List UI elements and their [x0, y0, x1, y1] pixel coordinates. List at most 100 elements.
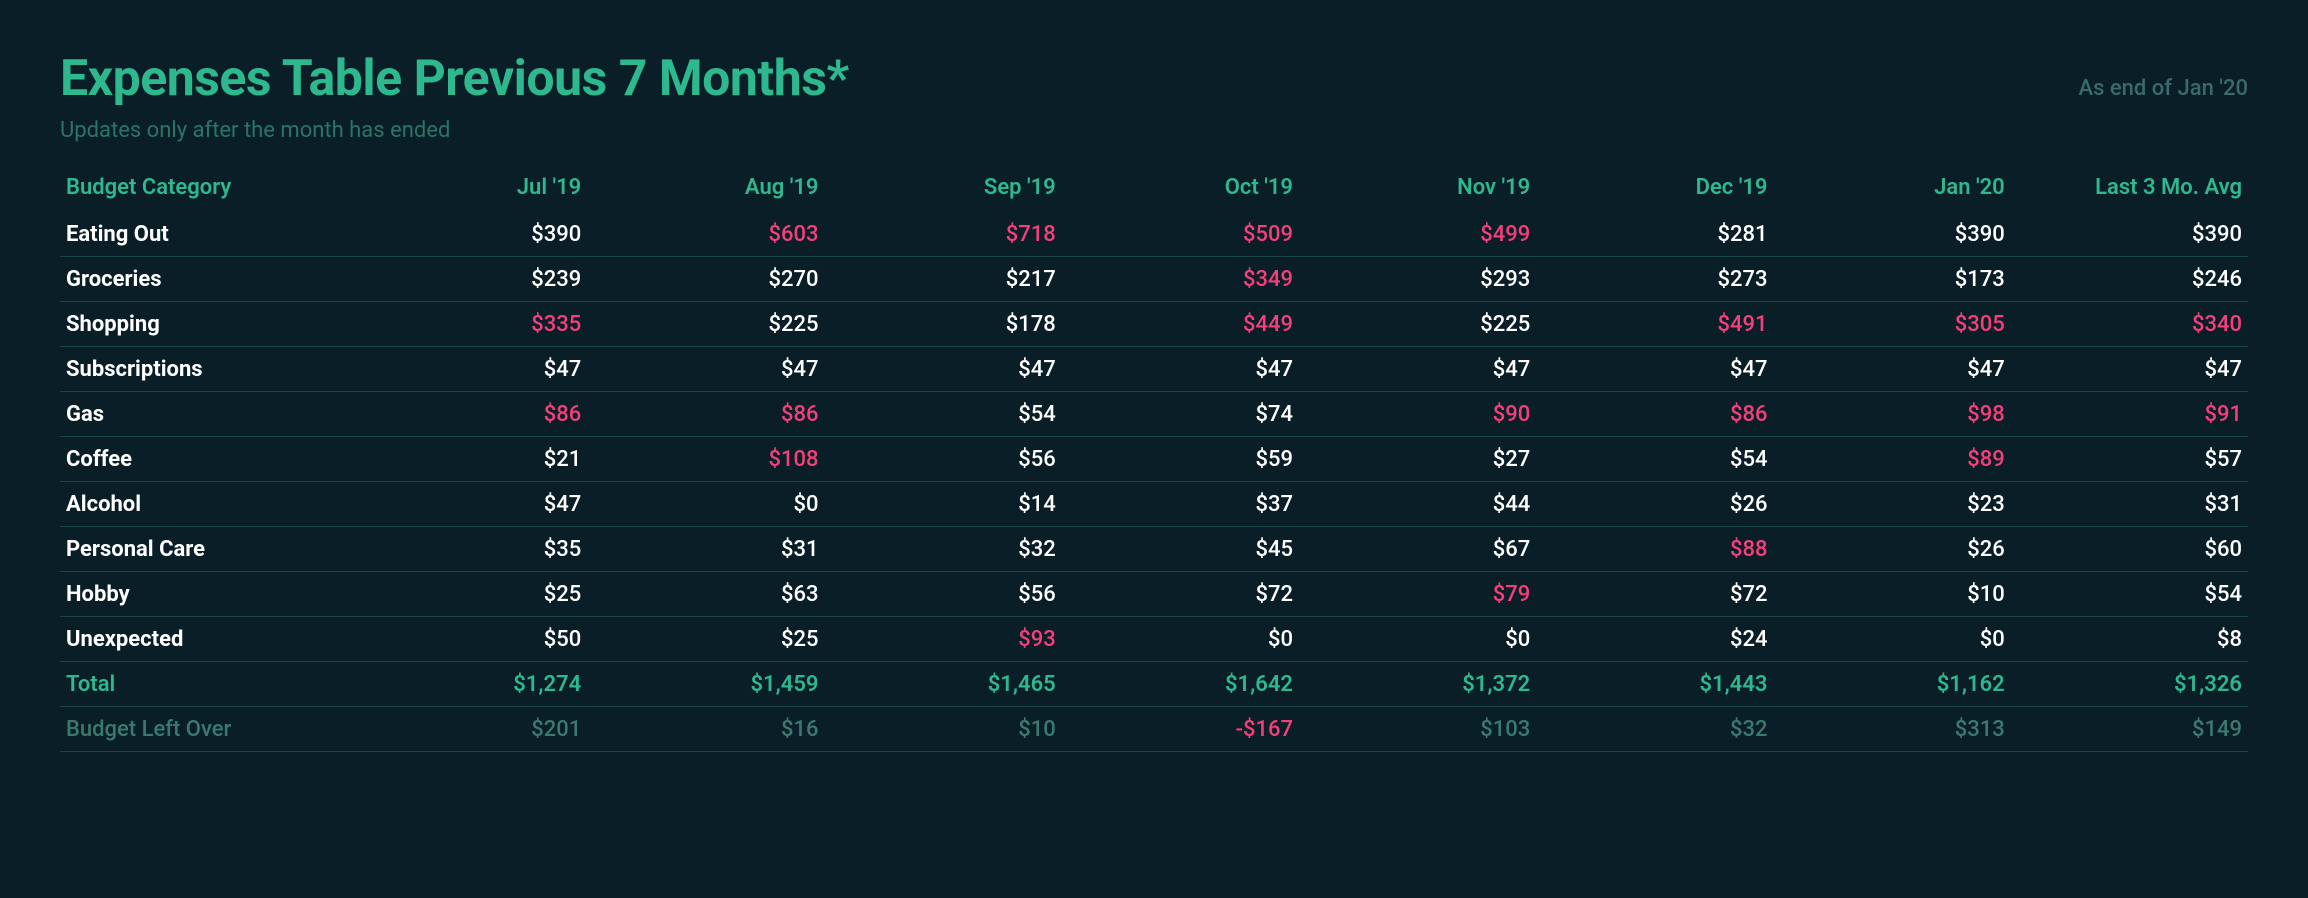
leftover-value: $16: [587, 707, 824, 752]
cell-value: $173: [1774, 257, 2011, 302]
leftover-value: $201: [350, 707, 587, 752]
cell-value: $47: [350, 482, 587, 527]
total-value: $1,274: [350, 662, 587, 707]
cell-value: $47: [1774, 347, 2011, 392]
leftover-value: $10: [825, 707, 1062, 752]
cell-value: $718: [825, 212, 1062, 257]
cell-value: $88: [1536, 527, 1773, 572]
header-row: Expenses Table Previous 7 Months* As end…: [60, 50, 2248, 108]
cell-value: $37: [1062, 482, 1299, 527]
table-body: Eating Out$390$603$718$509$499$281$390$3…: [60, 212, 2248, 752]
col-header-month: Aug '19: [587, 165, 824, 212]
cell-value: $44: [1299, 482, 1536, 527]
leftover-value: $32: [1536, 707, 1773, 752]
table-row: Coffee$21$108$56$59$27$54$89$57: [60, 437, 2248, 482]
total-value: $1,162: [1774, 662, 2011, 707]
table-row: Shopping$335$225$178$449$225$491$305$340: [60, 302, 2248, 347]
cell-value: $31: [587, 527, 824, 572]
cell-value: $281: [1536, 212, 1773, 257]
cell-value: $293: [1299, 257, 1536, 302]
total-value: $1,372: [1299, 662, 1536, 707]
cell-value: $45: [1062, 527, 1299, 572]
cell-value: $47: [1062, 347, 1299, 392]
total-value: $1,326: [2011, 662, 2248, 707]
cell-value: $499: [1299, 212, 1536, 257]
row-category: Subscriptions: [60, 347, 350, 392]
leftover-value: $149: [2011, 707, 2248, 752]
cell-value: $449: [1062, 302, 1299, 347]
cell-value: $340: [2011, 302, 2248, 347]
cell-value: $63: [587, 572, 824, 617]
cell-value: $217: [825, 257, 1062, 302]
cell-value: $225: [1299, 302, 1536, 347]
row-category: Hobby: [60, 572, 350, 617]
cell-value: $14: [825, 482, 1062, 527]
cell-value: $47: [2011, 347, 2248, 392]
cell-value: $26: [1536, 482, 1773, 527]
cell-value: $491: [1536, 302, 1773, 347]
cell-value: $390: [1774, 212, 2011, 257]
cell-value: $273: [1536, 257, 1773, 302]
table-row: Hobby$25$63$56$72$79$72$10$54: [60, 572, 2248, 617]
cell-value: $54: [2011, 572, 2248, 617]
row-category: Personal Care: [60, 527, 350, 572]
cell-value: $25: [350, 572, 587, 617]
cell-value: $21: [350, 437, 587, 482]
col-header-month: Jul '19: [350, 165, 587, 212]
cell-value: $54: [1536, 437, 1773, 482]
leftover-value: -$167: [1062, 707, 1299, 752]
cell-value: $509: [1062, 212, 1299, 257]
cell-value: $270: [587, 257, 824, 302]
as-of-label: As end of Jan '20: [2079, 76, 2248, 101]
cell-value: $59: [1062, 437, 1299, 482]
cell-value: $390: [350, 212, 587, 257]
cell-value: $79: [1299, 572, 1536, 617]
cell-value: $47: [350, 347, 587, 392]
cell-value: $305: [1774, 302, 2011, 347]
cell-value: $72: [1536, 572, 1773, 617]
cell-value: $86: [350, 392, 587, 437]
cell-value: $86: [1536, 392, 1773, 437]
cell-value: $93: [825, 617, 1062, 662]
cell-value: $35: [350, 527, 587, 572]
table-row: Eating Out$390$603$718$509$499$281$390$3…: [60, 212, 2248, 257]
col-header-category: Budget Category: [60, 165, 350, 212]
col-header-month: Sep '19: [825, 165, 1062, 212]
col-header-month: Dec '19: [1536, 165, 1773, 212]
cell-value: $24: [1536, 617, 1773, 662]
row-category: Coffee: [60, 437, 350, 482]
col-header-month: Oct '19: [1062, 165, 1299, 212]
leftover-label: Budget Left Over: [60, 707, 350, 752]
table-row: Gas$86$86$54$74$90$86$98$91: [60, 392, 2248, 437]
cell-value: $0: [587, 482, 824, 527]
cell-value: $178: [825, 302, 1062, 347]
cell-value: $0: [1774, 617, 2011, 662]
cell-value: $89: [1774, 437, 2011, 482]
table-row: Personal Care$35$31$32$45$67$88$26$60: [60, 527, 2248, 572]
total-value: $1,465: [825, 662, 1062, 707]
total-value: $1,642: [1062, 662, 1299, 707]
cell-value: $98: [1774, 392, 2011, 437]
cell-value: $47: [1536, 347, 1773, 392]
cell-value: $27: [1299, 437, 1536, 482]
cell-value: $74: [1062, 392, 1299, 437]
table-row: Alcohol$47$0$14$37$44$26$23$31: [60, 482, 2248, 527]
table-row: Subscriptions$47$47$47$47$47$47$47$47: [60, 347, 2248, 392]
cell-value: $56: [825, 437, 1062, 482]
expenses-table: Budget CategoryJul '19Aug '19Sep '19Oct …: [60, 165, 2248, 752]
cell-value: $23: [1774, 482, 2011, 527]
cell-value: $72: [1062, 572, 1299, 617]
row-category: Groceries: [60, 257, 350, 302]
total-value: $1,443: [1536, 662, 1773, 707]
cell-value: $8: [2011, 617, 2248, 662]
cell-value: $10: [1774, 572, 2011, 617]
row-category: Shopping: [60, 302, 350, 347]
table-row: Groceries$239$270$217$349$293$273$173$24…: [60, 257, 2248, 302]
cell-value: $108: [587, 437, 824, 482]
cell-value: $246: [2011, 257, 2248, 302]
table-header-row: Budget CategoryJul '19Aug '19Sep '19Oct …: [60, 165, 2248, 212]
page-title: Expenses Table Previous 7 Months*: [60, 50, 849, 108]
table-row: Unexpected$50$25$93$0$0$24$0$8: [60, 617, 2248, 662]
cell-value: $47: [587, 347, 824, 392]
cell-value: $60: [2011, 527, 2248, 572]
